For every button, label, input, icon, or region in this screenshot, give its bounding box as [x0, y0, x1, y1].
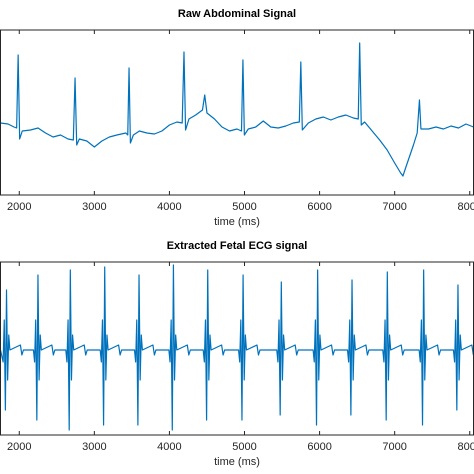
x-tick-label: 6000 [307, 201, 331, 213]
x-tick-label: 7000 [382, 441, 406, 453]
x-tick-label: 7000 [382, 201, 406, 213]
chart-title: Extracted Fetal ECG signal [167, 240, 308, 252]
x-tick-label: 3000 [82, 201, 106, 213]
x-tick-label: 2000 [7, 441, 31, 453]
x-tick-label: 5000 [232, 441, 256, 453]
x-tick-label: 6000 [307, 441, 331, 453]
plot-area [0, 30, 474, 195]
x-tick-label: 8000 [458, 201, 474, 213]
x-tick-label: 2000 [7, 201, 31, 213]
x-axis-label: time (ms) [214, 456, 260, 468]
x-tick-label: 5000 [232, 201, 256, 213]
x-axis-label: time (ms) [214, 216, 260, 228]
signal-line [0, 264, 474, 431]
chart-title: Raw Abdominal Signal [178, 8, 296, 20]
x-tick-label: 8000 [458, 441, 474, 453]
signal-line [0, 42, 474, 177]
x-tick-label: 4000 [157, 441, 181, 453]
x-tick-label: 3000 [82, 441, 106, 453]
x-tick-label: 4000 [157, 201, 181, 213]
